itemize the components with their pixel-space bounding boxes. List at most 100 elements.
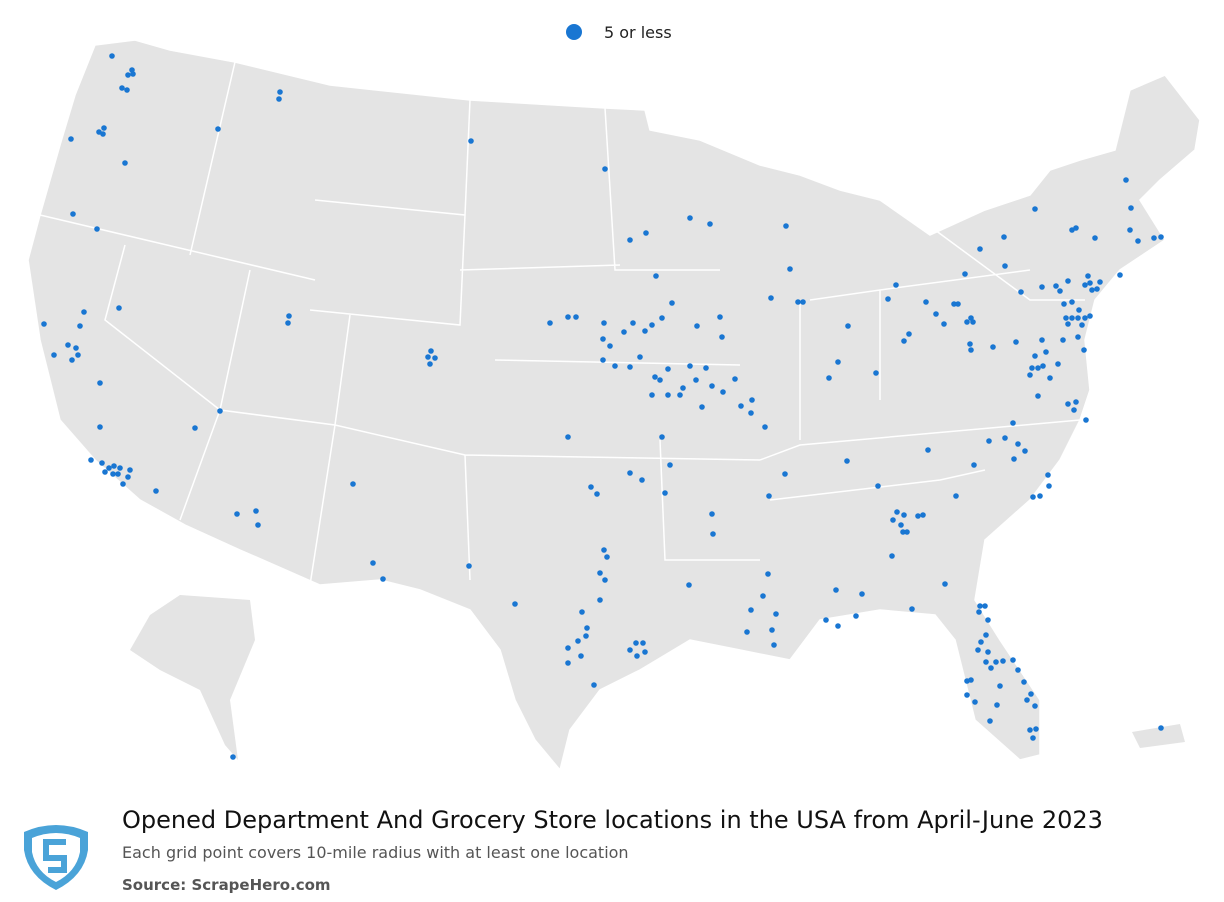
location-point	[1033, 726, 1039, 732]
location-point	[1089, 287, 1095, 293]
location-point	[1094, 286, 1100, 292]
location-point	[986, 438, 992, 444]
location-point	[1127, 227, 1133, 233]
location-point	[125, 72, 131, 78]
location-point	[1053, 283, 1059, 289]
location-point	[97, 424, 103, 430]
location-point	[1082, 315, 1088, 321]
location-point	[642, 649, 648, 655]
location-point	[124, 87, 130, 93]
location-point	[795, 299, 801, 305]
location-point	[962, 271, 968, 277]
location-point	[707, 221, 713, 227]
location-point	[1082, 282, 1088, 288]
location-point	[823, 617, 829, 623]
location-point	[1024, 697, 1030, 703]
location-point	[885, 296, 891, 302]
location-point	[70, 211, 76, 217]
location-point	[468, 138, 474, 144]
location-point	[602, 577, 608, 583]
location-point	[765, 571, 771, 577]
location-point	[1015, 441, 1021, 447]
location-point	[1046, 483, 1052, 489]
location-point	[153, 488, 159, 494]
location-point	[215, 126, 221, 132]
location-point	[709, 511, 715, 517]
location-point	[732, 376, 738, 382]
location-point	[985, 649, 991, 655]
location-point	[627, 647, 633, 653]
location-point	[951, 301, 957, 307]
location-point	[1027, 727, 1033, 733]
location-point	[102, 469, 108, 475]
location-point	[466, 563, 472, 569]
location-point	[370, 560, 376, 566]
location-point	[703, 365, 709, 371]
location-point	[591, 682, 597, 688]
location-point	[286, 313, 292, 319]
location-point	[890, 517, 896, 523]
location-point	[748, 607, 754, 613]
location-point	[94, 226, 100, 232]
location-point	[621, 329, 627, 335]
location-point	[994, 702, 1000, 708]
location-point	[978, 639, 984, 645]
location-point	[597, 597, 603, 603]
location-point	[1063, 315, 1069, 321]
location-point	[642, 328, 648, 334]
location-point	[111, 463, 117, 469]
location-point	[1002, 435, 1008, 441]
location-point	[901, 338, 907, 344]
location-point	[773, 611, 779, 617]
location-point	[578, 653, 584, 659]
location-point	[230, 754, 236, 760]
location-point	[853, 613, 859, 619]
location-point	[630, 320, 636, 326]
location-point	[1092, 235, 1098, 241]
location-point	[116, 305, 122, 311]
location-point	[51, 352, 57, 358]
location-point	[669, 300, 675, 306]
us-map	[27, 39, 1201, 772]
location-point	[601, 320, 607, 326]
location-point	[1075, 334, 1081, 340]
location-point	[997, 683, 1003, 689]
location-point	[604, 554, 610, 560]
legend-label: 5 or less	[604, 23, 672, 42]
location-point	[1085, 273, 1091, 279]
location-point	[769, 627, 775, 633]
location-point	[748, 410, 754, 416]
location-point	[783, 223, 789, 229]
location-point	[639, 477, 645, 483]
location-point	[1057, 288, 1063, 294]
location-point	[687, 363, 693, 369]
location-point	[1011, 456, 1017, 462]
location-point	[350, 481, 356, 487]
location-point	[1061, 301, 1067, 307]
location-point	[1128, 205, 1134, 211]
location-point	[1045, 472, 1051, 478]
location-point	[859, 591, 865, 597]
location-point	[565, 314, 571, 320]
location-point	[1065, 278, 1071, 284]
alaska	[130, 595, 255, 760]
location-point	[667, 462, 673, 468]
location-point	[125, 474, 131, 480]
location-point	[720, 389, 726, 395]
location-point	[119, 85, 125, 91]
location-point	[920, 512, 926, 518]
location-point	[665, 392, 671, 398]
location-point	[933, 311, 939, 317]
location-point	[983, 659, 989, 665]
location-point	[1039, 284, 1045, 290]
location-point	[1035, 365, 1041, 371]
location-point	[110, 471, 116, 477]
location-point	[255, 522, 261, 528]
location-point	[657, 377, 663, 383]
location-point	[970, 319, 976, 325]
location-point	[906, 331, 912, 337]
location-point	[600, 357, 606, 363]
location-point	[659, 434, 665, 440]
location-point	[1087, 313, 1093, 319]
location-point	[583, 633, 589, 639]
